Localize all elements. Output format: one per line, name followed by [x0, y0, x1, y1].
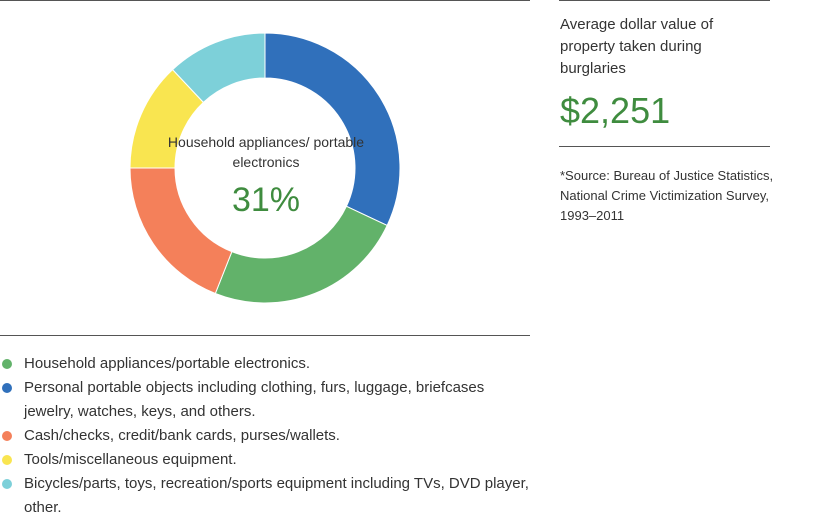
donut-chart	[129, 32, 401, 304]
legend-dot	[2, 359, 12, 369]
source-note: *Source: Bureau of Justice Statistics, N…	[560, 168, 774, 223]
legend-item-label: Bicycles/parts, toys, recreation/sports …	[24, 475, 529, 516]
top-divider-left	[0, 0, 530, 1]
legend-item: Household appliances/portable electronic…	[0, 352, 530, 376]
donut-slice	[171, 32, 266, 104]
donut-center-value: 31%	[231, 181, 301, 219]
legend-item-label: Tools/miscellaneous equipment.	[24, 451, 237, 468]
legend-item-label: Cash/checks, credit/bank cards, purses/w…	[24, 427, 340, 444]
legend-divider	[0, 335, 530, 336]
legend-item: Tools/miscellaneous equipment.	[0, 448, 530, 472]
stat-label: Average dollar value of property taken d…	[560, 16, 714, 77]
legend-dot	[2, 383, 12, 393]
stat-divider	[559, 146, 770, 147]
legend-dot	[2, 479, 12, 489]
legend-dot	[2, 431, 12, 441]
legend: Household appliances/portable electronic…	[0, 352, 530, 520]
donut-slice	[264, 32, 401, 227]
legend-item: Cash/checks, credit/bank cards, purses/w…	[0, 424, 530, 448]
stat-value: $2,251	[560, 90, 671, 131]
legend-item: Personal portable objects including clot…	[0, 376, 530, 424]
legend-item-label: Household appliances/portable electronic…	[24, 355, 311, 372]
legend-dot	[2, 455, 12, 465]
donut-center-label: Household appliances/ portable electroni…	[167, 134, 365, 170]
legend-item: Bicycles/parts, toys, recreation/sports …	[0, 472, 530, 520]
legend-item-label: Personal portable objects including clot…	[24, 379, 485, 420]
top-divider-right	[559, 0, 770, 1]
